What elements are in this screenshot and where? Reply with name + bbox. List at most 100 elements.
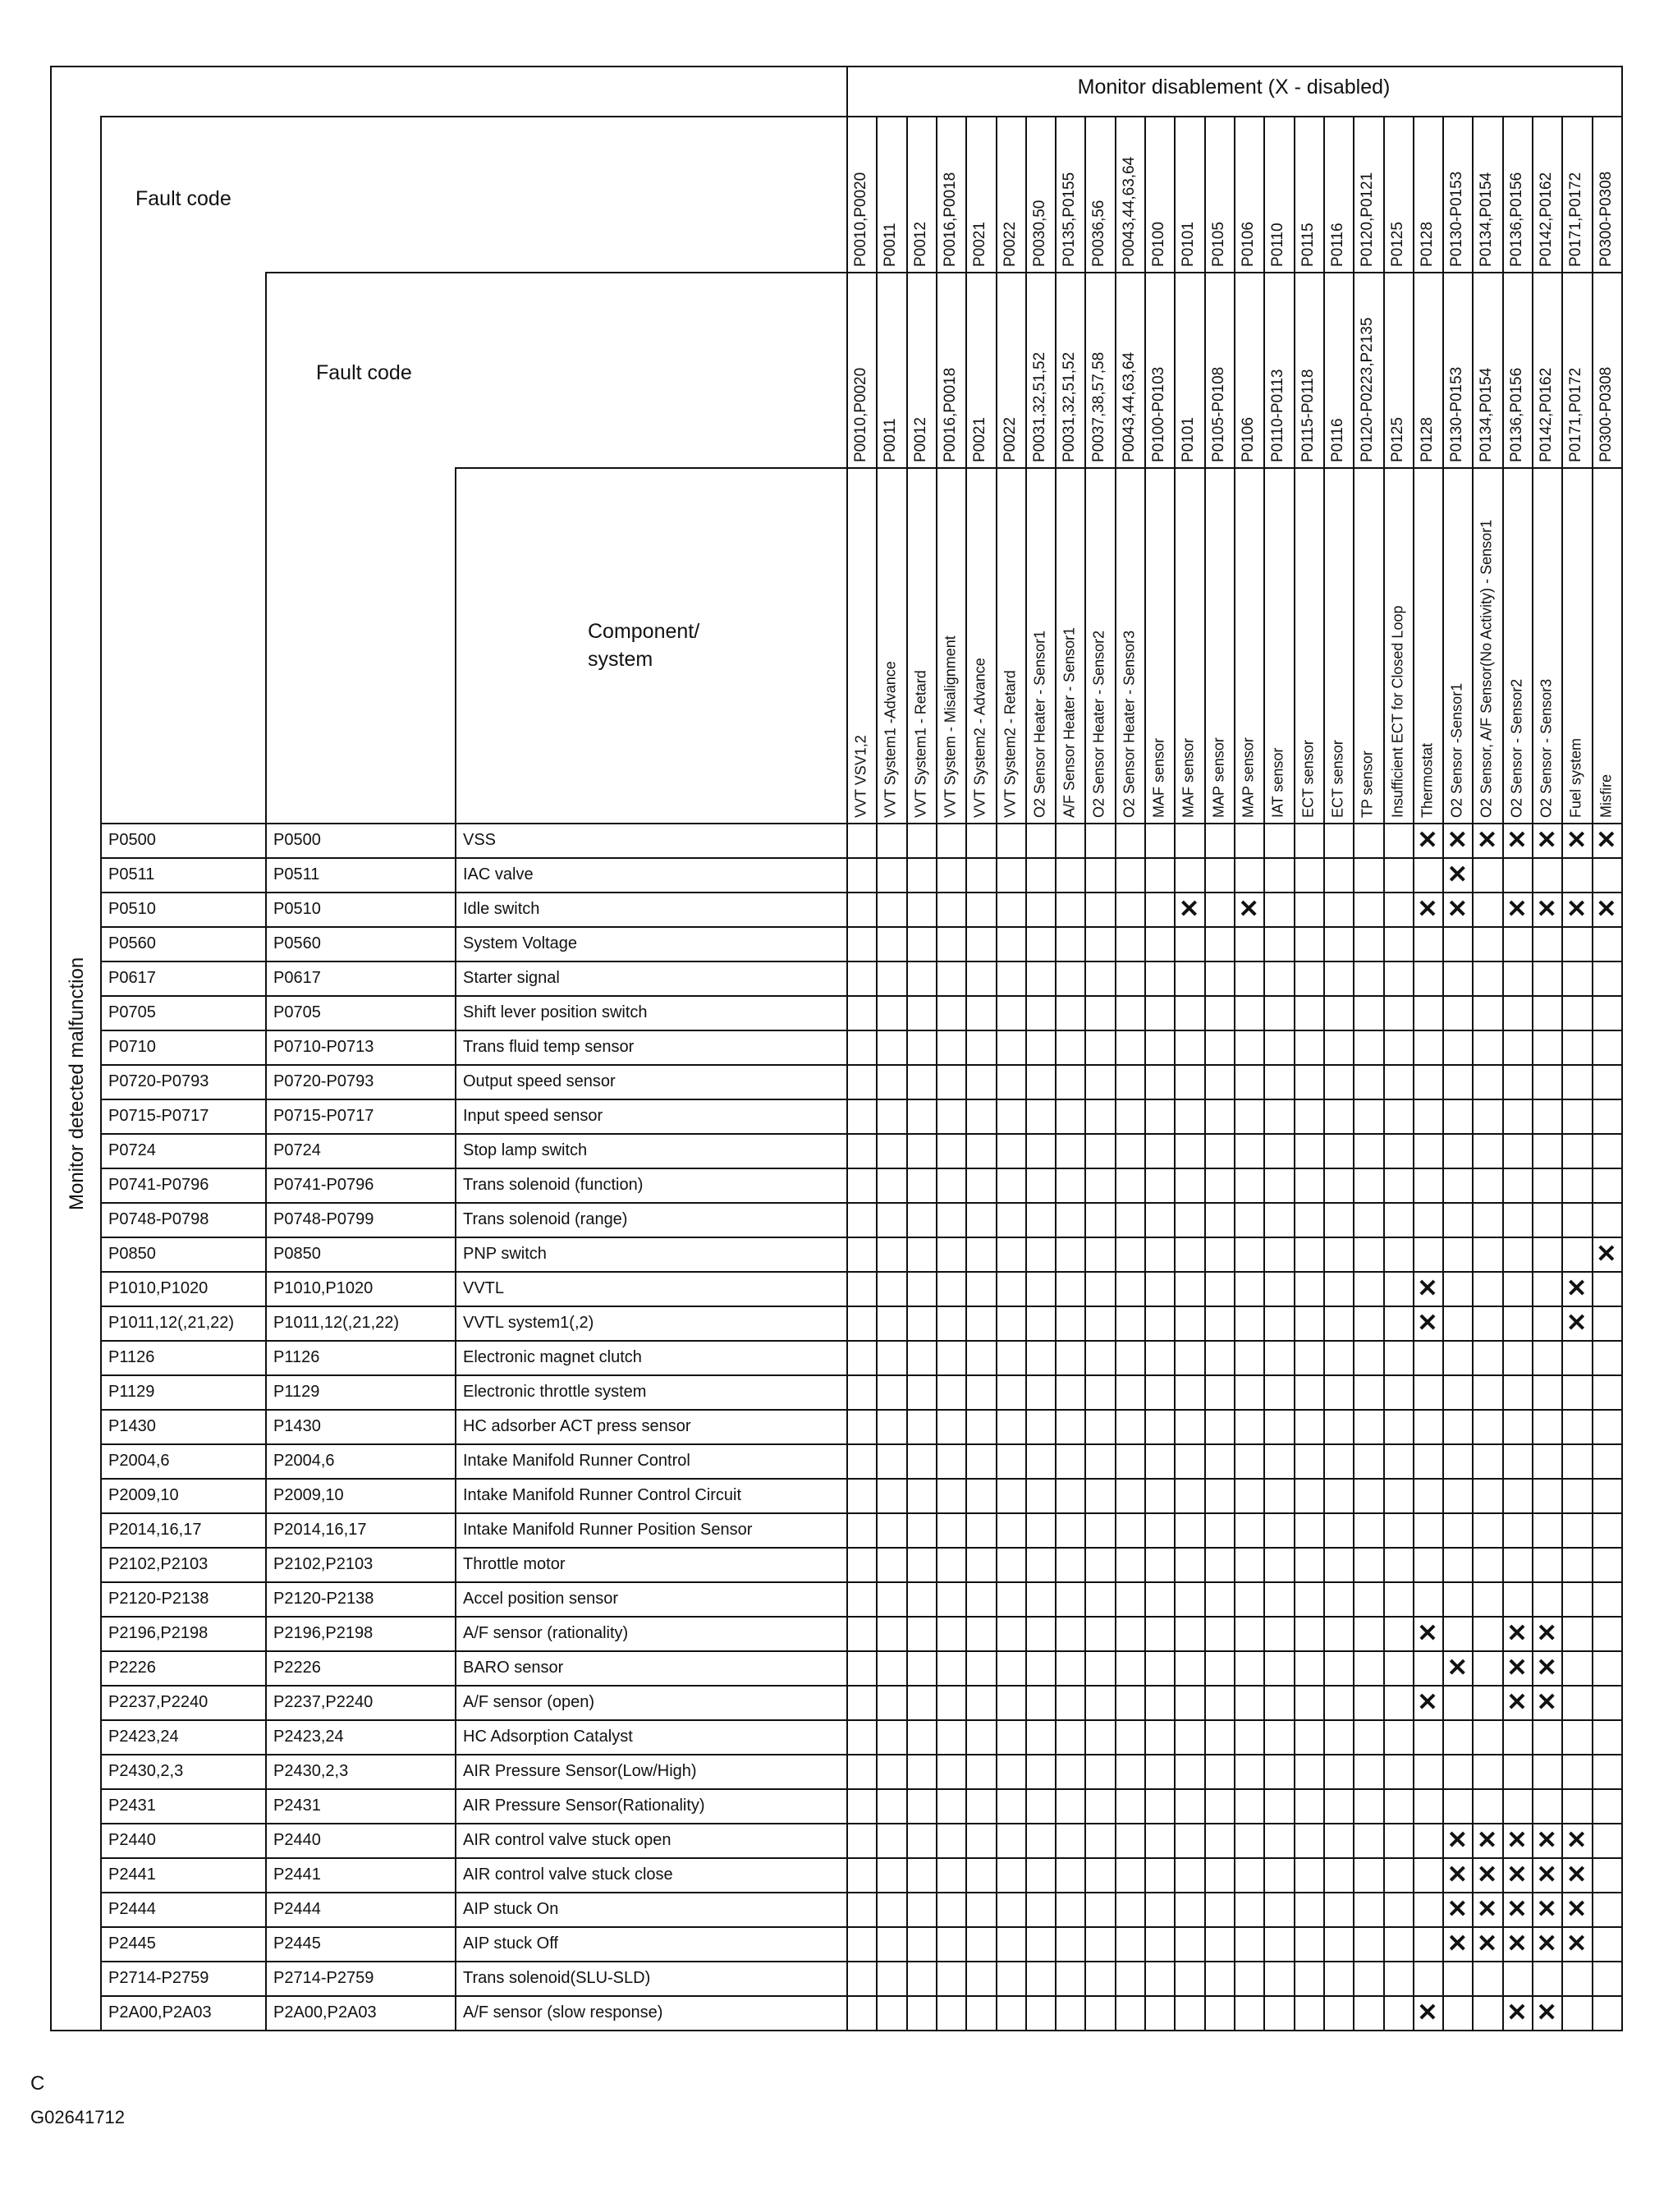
row-component: Idle switch [463, 899, 540, 918]
grid-line [100, 1926, 1621, 1928]
row-fault-code-2: P2120-P2138 [273, 1589, 374, 1608]
row-fault-code-2: P0510 [273, 899, 321, 918]
disabled-x-mark: ✕ [1565, 895, 1588, 923]
column-fault-code-1: P0135,P0155 [1061, 172, 1079, 267]
column-fault-code-1: P0010,P0020 [852, 172, 870, 267]
column-component: O2 Sensor, A/F Sensor(No Activity) - Sen… [1478, 519, 1496, 818]
column-fault-code-1: P0120,P0121 [1359, 172, 1377, 267]
grid-line [100, 1719, 1621, 1721]
disabled-x-mark: ✕ [1536, 1999, 1557, 2026]
row-fault-code-1: P1126 [108, 1347, 155, 1366]
disabled-x-mark: ✕ [1417, 826, 1438, 854]
disabled-x-mark: ✕ [1565, 826, 1588, 854]
grid-line [100, 1892, 1621, 1893]
grid-line [100, 1581, 1621, 1583]
column-fault-code-1: P0101 [1180, 222, 1198, 267]
disabled-x-mark: ✕ [1477, 1861, 1498, 1888]
column-fault-code-1: P0022 [1001, 222, 1019, 267]
column-fault-code-1: P0030,50 [1030, 200, 1048, 267]
grid-line [1024, 116, 1027, 2030]
row-fault-code-2: P2431 [273, 1796, 321, 1815]
row-fault-code-2: P2014,16,17 [273, 1520, 367, 1539]
row-fault-code-2: P2423,24 [273, 1727, 344, 1746]
disabled-x-mark: ✕ [1536, 1619, 1557, 1647]
disabled-x-mark: ✕ [1506, 1895, 1528, 1923]
disabled-x-mark: ✕ [1506, 1654, 1528, 1682]
row-fault-code-2: P1011,12(,21,22) [273, 1313, 400, 1332]
row-component: AIP stuck On [463, 1899, 559, 1918]
disabled-x-mark: ✕ [1565, 1861, 1588, 1888]
row-fault-code-1: P2440 [108, 1830, 156, 1849]
grid-line [100, 1030, 1621, 1031]
row-component: HC adsorber ACT press sensor [463, 1416, 691, 1435]
column-component: ECT sensor [1299, 740, 1317, 818]
row-fault-code-2: P2445 [273, 1934, 321, 1953]
row-component: Trans solenoid (range) [463, 1209, 628, 1228]
grid-line [100, 1616, 1621, 1618]
row-fault-code-1: P2444 [108, 1899, 156, 1918]
disabled-x-mark: ✕ [1536, 1895, 1557, 1923]
row-fault-code-1: P1129 [108, 1382, 155, 1401]
row-fault-code-2: P0850 [273, 1244, 321, 1263]
row-fault-code-2: P0705 [273, 1003, 321, 1021]
disabled-x-mark: ✕ [1417, 895, 1438, 923]
row-fault-code-2: P0617 [273, 968, 321, 987]
row-fault-code-1: P2014,16,17 [108, 1520, 202, 1539]
row-fault-code-2: P2441 [273, 1865, 321, 1884]
disabled-x-mark: ✕ [1565, 1895, 1588, 1923]
grid-line [1501, 116, 1504, 2030]
row-component: AIR control valve stuck open [463, 1830, 671, 1849]
row-fault-code-2: P2226 [273, 1658, 321, 1677]
row-fault-code-1: P0715-P0717 [108, 1106, 209, 1125]
column-component: O2 Sensor - Sensor3 [1538, 678, 1555, 818]
grid-line [100, 857, 1621, 859]
grid-line [100, 1271, 1621, 1273]
grid-line [1055, 116, 1057, 2030]
column-component: VVT System - Misalignment [942, 636, 959, 818]
grid-line [905, 116, 908, 2030]
row-component: Intake Manifold Runner Position Sensor [463, 1520, 753, 1539]
grid-line [100, 823, 1621, 824]
column-fault-code-1: P0130-P0153 [1448, 171, 1466, 267]
column-fault-code-1: P0021 [971, 222, 989, 267]
disabled-x-mark: ✕ [1536, 1861, 1557, 1888]
row-fault-code-1: P1010,P1020 [108, 1278, 209, 1297]
grid-line [100, 1443, 1621, 1445]
grid-line [1412, 116, 1414, 2030]
column-component: MAP sensor [1210, 737, 1227, 818]
column-fault-code-1: P0100 [1150, 222, 1168, 267]
row-component: Trans solenoid (function) [463, 1175, 644, 1194]
row-fault-code-1: P2009,10 [108, 1485, 179, 1504]
row-axis-label: Monitor detected malfunction [66, 957, 88, 1211]
row-fault-code-2: P0720-P0793 [273, 1072, 374, 1090]
row-fault-code-1: P0500 [108, 830, 156, 849]
column-component: MAP sensor [1240, 737, 1257, 818]
grid-line [1203, 116, 1206, 2030]
row-fault-code-2: P2A00,P2A03 [273, 2003, 377, 2022]
row-fault-code-1: P2196,P2198 [108, 1623, 209, 1642]
grid-line [265, 272, 267, 2030]
grid-line [100, 1685, 1621, 1687]
column-fault-code-2: P0031,32,51,52 [1030, 351, 1048, 462]
disabled-x-mark: ✕ [1565, 1309, 1588, 1337]
column-component: A/F Sensor Heater - Sensor1 [1061, 626, 1078, 818]
row-fault-code-1: P2120-P2138 [108, 1589, 209, 1608]
grid-line [1293, 116, 1295, 2030]
grid-line [100, 1237, 1621, 1238]
column-fault-code-2: P0106 [1240, 417, 1258, 462]
row-fault-code-2: P2714-P2759 [273, 1968, 374, 1987]
row-fault-code-2: P1010,P1020 [273, 1278, 374, 1297]
column-fault-code-2: P0037,38,57,58 [1090, 351, 1108, 462]
row-component: Accel position sensor [463, 1589, 618, 1608]
row-fault-code-1: P0850 [108, 1244, 156, 1263]
disabled-x-mark: ✕ [1506, 895, 1528, 923]
row-fault-code-2: P2009,10 [273, 1485, 344, 1504]
column-fault-code-2: P0012 [911, 417, 929, 462]
row-fault-code-2: P0724 [273, 1140, 321, 1159]
column-fault-code-1: P0011 [882, 223, 900, 267]
disabled-x-mark: ✕ [1565, 1930, 1588, 1957]
disabled-x-mark: ✕ [1477, 1826, 1498, 1854]
row-fault-code-1: P2423,24 [108, 1727, 179, 1746]
column-component: O2 Sensor Heater - Sensor1 [1031, 630, 1048, 818]
row-fault-code-1: P0705 [108, 1003, 156, 1021]
